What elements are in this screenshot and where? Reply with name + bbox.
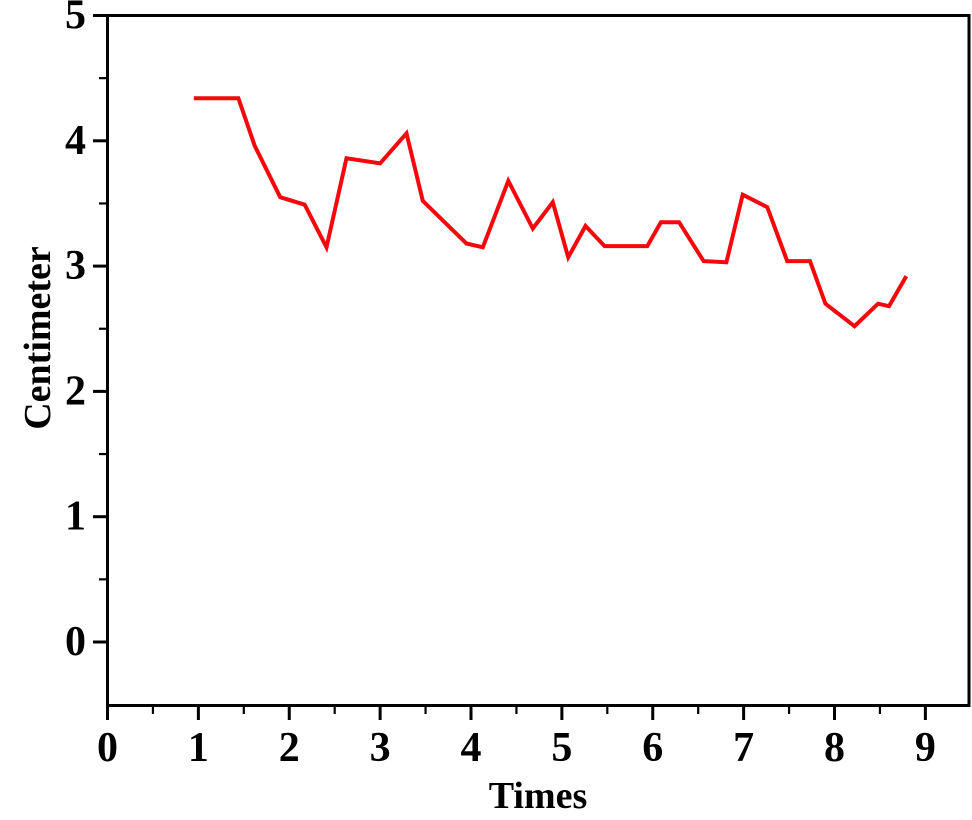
y-tick-label: 2: [65, 368, 86, 414]
x-tick-label: 2: [279, 725, 300, 771]
x-tick-label: 7: [733, 725, 754, 771]
y-tick-label: 1: [65, 494, 86, 540]
x-tick-label: 6: [642, 725, 663, 771]
y-axis-label: Centimeter: [17, 246, 59, 430]
axis-box: [106, 14, 971, 707]
x-tick-label: 1: [188, 725, 209, 771]
y-tick-label: 0: [65, 619, 86, 665]
y-tick-label: 3: [65, 243, 86, 289]
x-tick-label: 5: [551, 725, 572, 771]
data-line: [193, 96, 909, 329]
x-tick-label: 9: [915, 725, 936, 771]
x-tick-label: 3: [370, 725, 391, 771]
x-tick-label: 8: [824, 725, 845, 771]
y-tick-label: 5: [65, 0, 86, 39]
x-tick-label: 4: [461, 725, 482, 771]
x-axis-label: Times: [488, 775, 588, 817]
x-tick-label: 0: [97, 725, 118, 771]
y-tick-label: 4: [65, 118, 86, 164]
